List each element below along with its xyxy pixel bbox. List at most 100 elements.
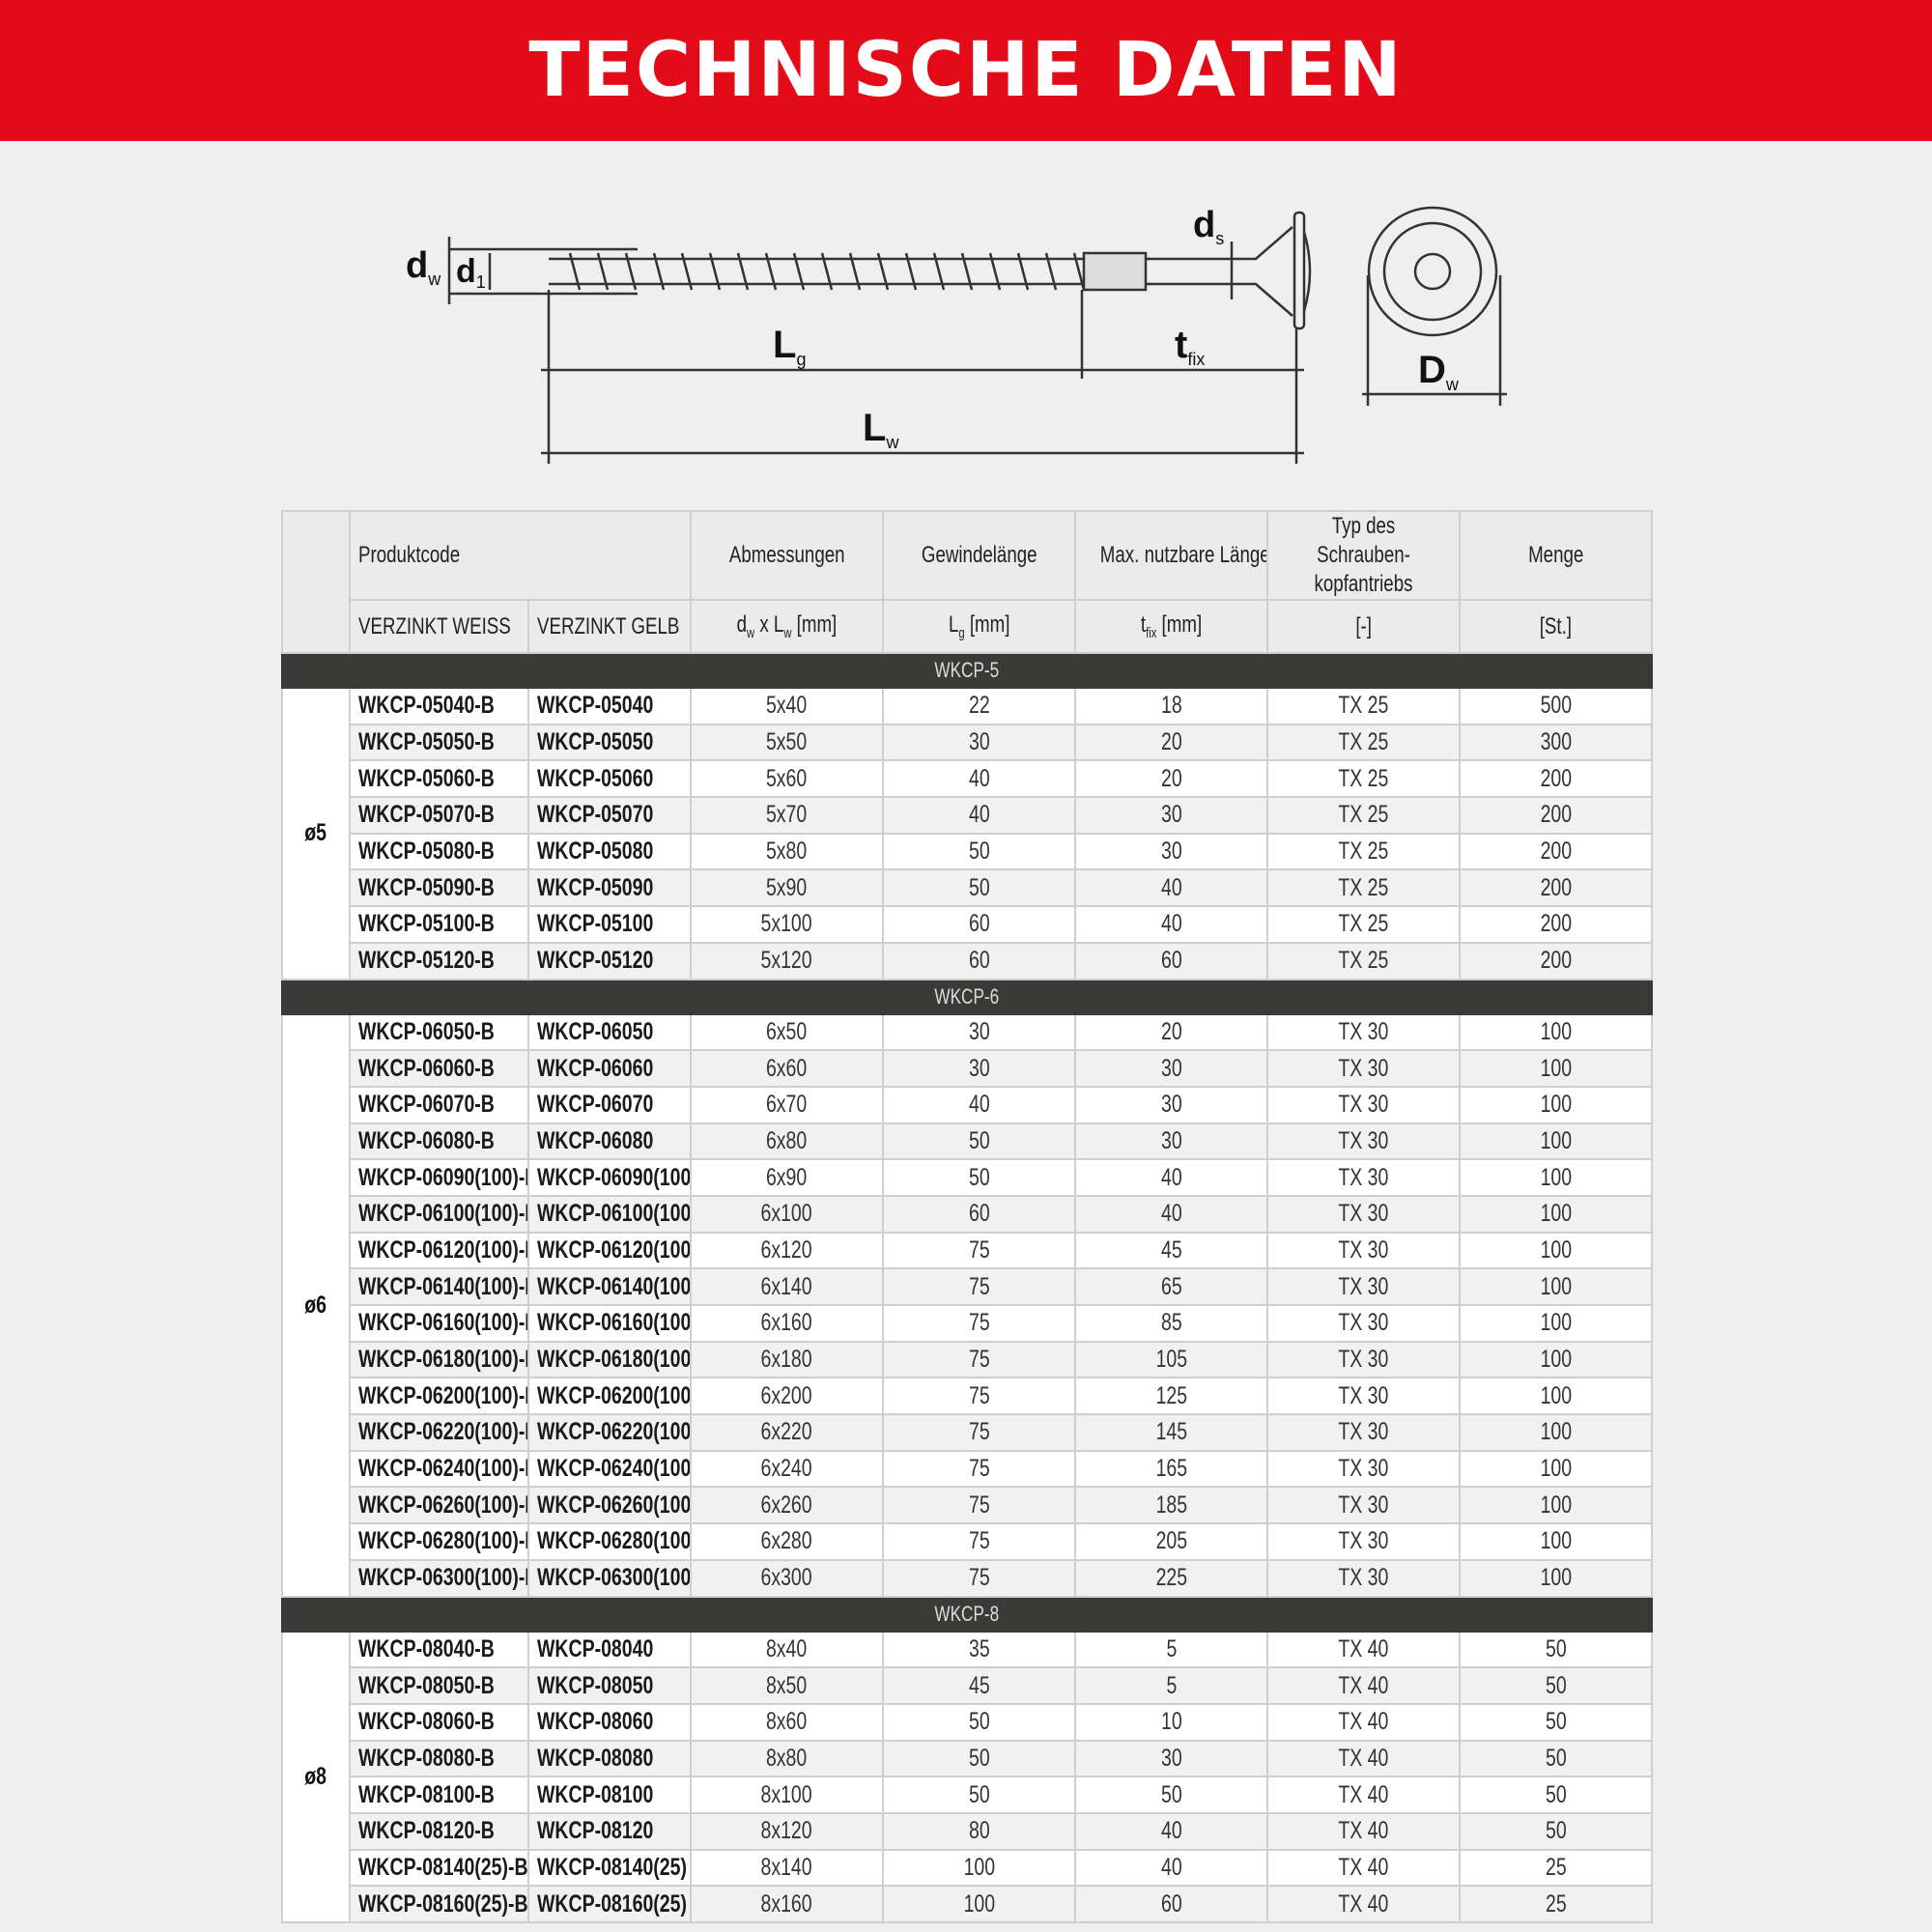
cell-code-weiss: WKCP-08050-B (349, 1666, 529, 1705)
cell-abmessungen: 8x50 (690, 1666, 885, 1705)
cell-gewindelaenge: 50 (882, 1739, 1077, 1778)
thread-line (708, 252, 722, 291)
table-row: WKCP-06300(100)-B WKCP-06300(100) 6x300 75 2… (282, 1558, 1654, 1598)
cell-code-weiss: WKCP-08060-B (349, 1702, 529, 1742)
cell-abmessungen: 5x120 (690, 941, 885, 980)
cell-menge: 100 (1459, 1049, 1654, 1088)
cell-max-laenge: 30 (1074, 796, 1269, 835)
cell-code-weiss: WKCP-08160(25)-B (349, 1885, 529, 1923)
cell-max-laenge: 85 (1074, 1304, 1269, 1343)
cell-antrieb: TX 30 (1266, 1522, 1462, 1561)
cell-code-gelb: WKCP-06060 (526, 1049, 693, 1088)
cell-code-weiss: WKCP-06300(100)-B (349, 1558, 529, 1598)
cell-gewindelaenge: 75 (882, 1340, 1077, 1379)
cell-gewindelaenge: 30 (882, 723, 1077, 762)
screw-dimension-diagram: dw d1 ds Lg tfix Lw Dw (406, 205, 1507, 464)
cell-max-laenge: 40 (1074, 1811, 1269, 1851)
cell-gewindelaenge: 50 (882, 868, 1077, 908)
table-row: WKCP-05090-B WKCP-05090 5x90 50 40 TX 25 200 (282, 868, 1654, 908)
subheader-gewinde: Lg [mm] (882, 599, 1077, 654)
cell-code-weiss: WKCP-06280(100)-B (349, 1522, 529, 1561)
technical-data-table: Produktcode Abmessungen Gewindelänge Max… (280, 510, 1654, 1923)
cell-abmessungen: 6x120 (690, 1231, 885, 1270)
table-row: WKCP-06080-B WKCP-06080 6x80 50 30 TX 30 100 (282, 1122, 1654, 1161)
table-row: WKCP-06180(100)-B WKCP-06180(100) 6x180 75 1… (282, 1340, 1654, 1379)
cell-abmessungen: 6x300 (690, 1558, 885, 1598)
cell-max-laenge: 125 (1074, 1377, 1269, 1416)
thread-line (1044, 252, 1058, 291)
cell-gewindelaenge: 22 (882, 687, 1077, 725)
cell-antrieb: TX 30 (1266, 1304, 1462, 1343)
cell-code-weiss: WKCP-05120-B (349, 941, 529, 980)
cell-max-laenge: 20 (1074, 723, 1269, 762)
table-row: WKCP-06120(100)-B WKCP-06120(100) 6x120 75 4… (282, 1231, 1654, 1270)
cell-max-laenge: 30 (1074, 1739, 1269, 1778)
thread-line (960, 252, 974, 291)
cell-menge: 100 (1459, 1304, 1654, 1343)
cell-antrieb: TX 25 (1266, 796, 1462, 835)
table-row: WKCP-08140(25)-B WKCP-08140(25) 8x140 100 40… (282, 1848, 1654, 1888)
cell-code-gelb: WKCP-05120 (526, 941, 693, 980)
cell-max-laenge: 20 (1074, 759, 1269, 799)
cell-max-laenge: 40 (1074, 905, 1269, 944)
cell-abmessungen: 6x50 (690, 1012, 885, 1052)
cell-code-gelb: WKCP-05100 (526, 905, 693, 944)
cell-menge: 100 (1459, 1558, 1654, 1598)
cell-menge: 100 (1459, 1486, 1654, 1525)
cell-abmessungen: 8x40 (690, 1630, 885, 1669)
cell-gewindelaenge: 35 (882, 1630, 1077, 1669)
cell-code-weiss: WKCP-06220(100)-B (349, 1413, 529, 1452)
cell-code-weiss: WKCP-06090(100)-B (349, 1158, 529, 1197)
cell-max-laenge: 40 (1074, 1194, 1269, 1234)
label-lg: Lg (773, 324, 806, 369)
cell-max-laenge: 5 (1074, 1630, 1269, 1669)
cell-menge: 200 (1459, 759, 1654, 799)
cell-code-weiss: WKCP-08140(25)-B (349, 1848, 529, 1888)
table-row: WKCP-06200(100)-B WKCP-06200(100) 6x200 75 1… (282, 1377, 1654, 1416)
cell-max-laenge: 105 (1074, 1340, 1269, 1379)
table-row: WKCP-06160(100)-B WKCP-06160(100) 6x160 75 8… (282, 1304, 1654, 1343)
cell-menge: 100 (1459, 1522, 1654, 1561)
cell-antrieb: TX 30 (1266, 1049, 1462, 1088)
thread-line (1016, 252, 1030, 291)
label-tfix: tfix (1175, 324, 1205, 369)
cell-code-weiss: WKCP-05050-B (349, 723, 529, 762)
cell-code-weiss: WKCP-05100-B (349, 905, 529, 944)
cell-menge: 100 (1459, 1267, 1654, 1306)
cell-max-laenge: 45 (1074, 1231, 1269, 1270)
table-row: WKCP-06140(100)-B WKCP-06140(100) 6x140 75 6… (282, 1267, 1654, 1306)
cell-gewindelaenge: 50 (882, 1776, 1077, 1814)
cell-antrieb: TX 40 (1266, 1885, 1462, 1923)
cell-gewindelaenge: 50 (882, 1158, 1077, 1197)
cell-antrieb: TX 25 (1266, 759, 1462, 799)
cell-max-laenge: 205 (1074, 1522, 1269, 1561)
cell-abmessungen: 6x280 (690, 1522, 885, 1561)
cell-abmessungen: 8x80 (690, 1739, 885, 1778)
table-row: WKCP-08060-B WKCP-08060 8x60 50 10 TX 40 50 (282, 1702, 1654, 1742)
cell-menge: 100 (1459, 1194, 1654, 1234)
cell-antrieb: TX 25 (1266, 687, 1462, 725)
cell-code-gelb: WKCP-06140(100) (526, 1267, 693, 1306)
cell-gewindelaenge: 80 (882, 1811, 1077, 1851)
screw-drawing (447, 206, 1507, 464)
cell-code-gelb: WKCP-08080 (526, 1739, 693, 1778)
cell-abmessungen: 8x140 (690, 1848, 885, 1888)
section-row: WKCP-6 (280, 978, 1654, 1015)
cell-max-laenge: 20 (1074, 1012, 1269, 1052)
cell-antrieb: TX 30 (1266, 1194, 1462, 1234)
cell-abmessungen: 5x60 (690, 759, 885, 799)
section-label: WKCP-5 (280, 652, 1654, 689)
cell-menge: 50 (1459, 1666, 1654, 1705)
table-row: WKCP-06280(100)-B WKCP-06280(100) 6x280 75 2… (282, 1522, 1654, 1561)
section-label: WKCP-8 (280, 1595, 1654, 1633)
cell-menge: 100 (1459, 1449, 1654, 1489)
cell-code-gelb: WKCP-08050 (526, 1666, 693, 1705)
cell-antrieb: TX 30 (1266, 1231, 1462, 1270)
cell-gewindelaenge: 40 (882, 759, 1077, 799)
cell-menge: 100 (1459, 1377, 1654, 1416)
cell-code-weiss: WKCP-08120-B (349, 1811, 529, 1851)
cell-gewindelaenge: 40 (882, 1085, 1077, 1124)
cell-menge: 50 (1459, 1702, 1654, 1742)
cell-menge: 100 (1459, 1085, 1654, 1124)
table-row: WKCP-06070-B WKCP-06070 6x70 40 30 TX 30 100 (282, 1085, 1654, 1124)
